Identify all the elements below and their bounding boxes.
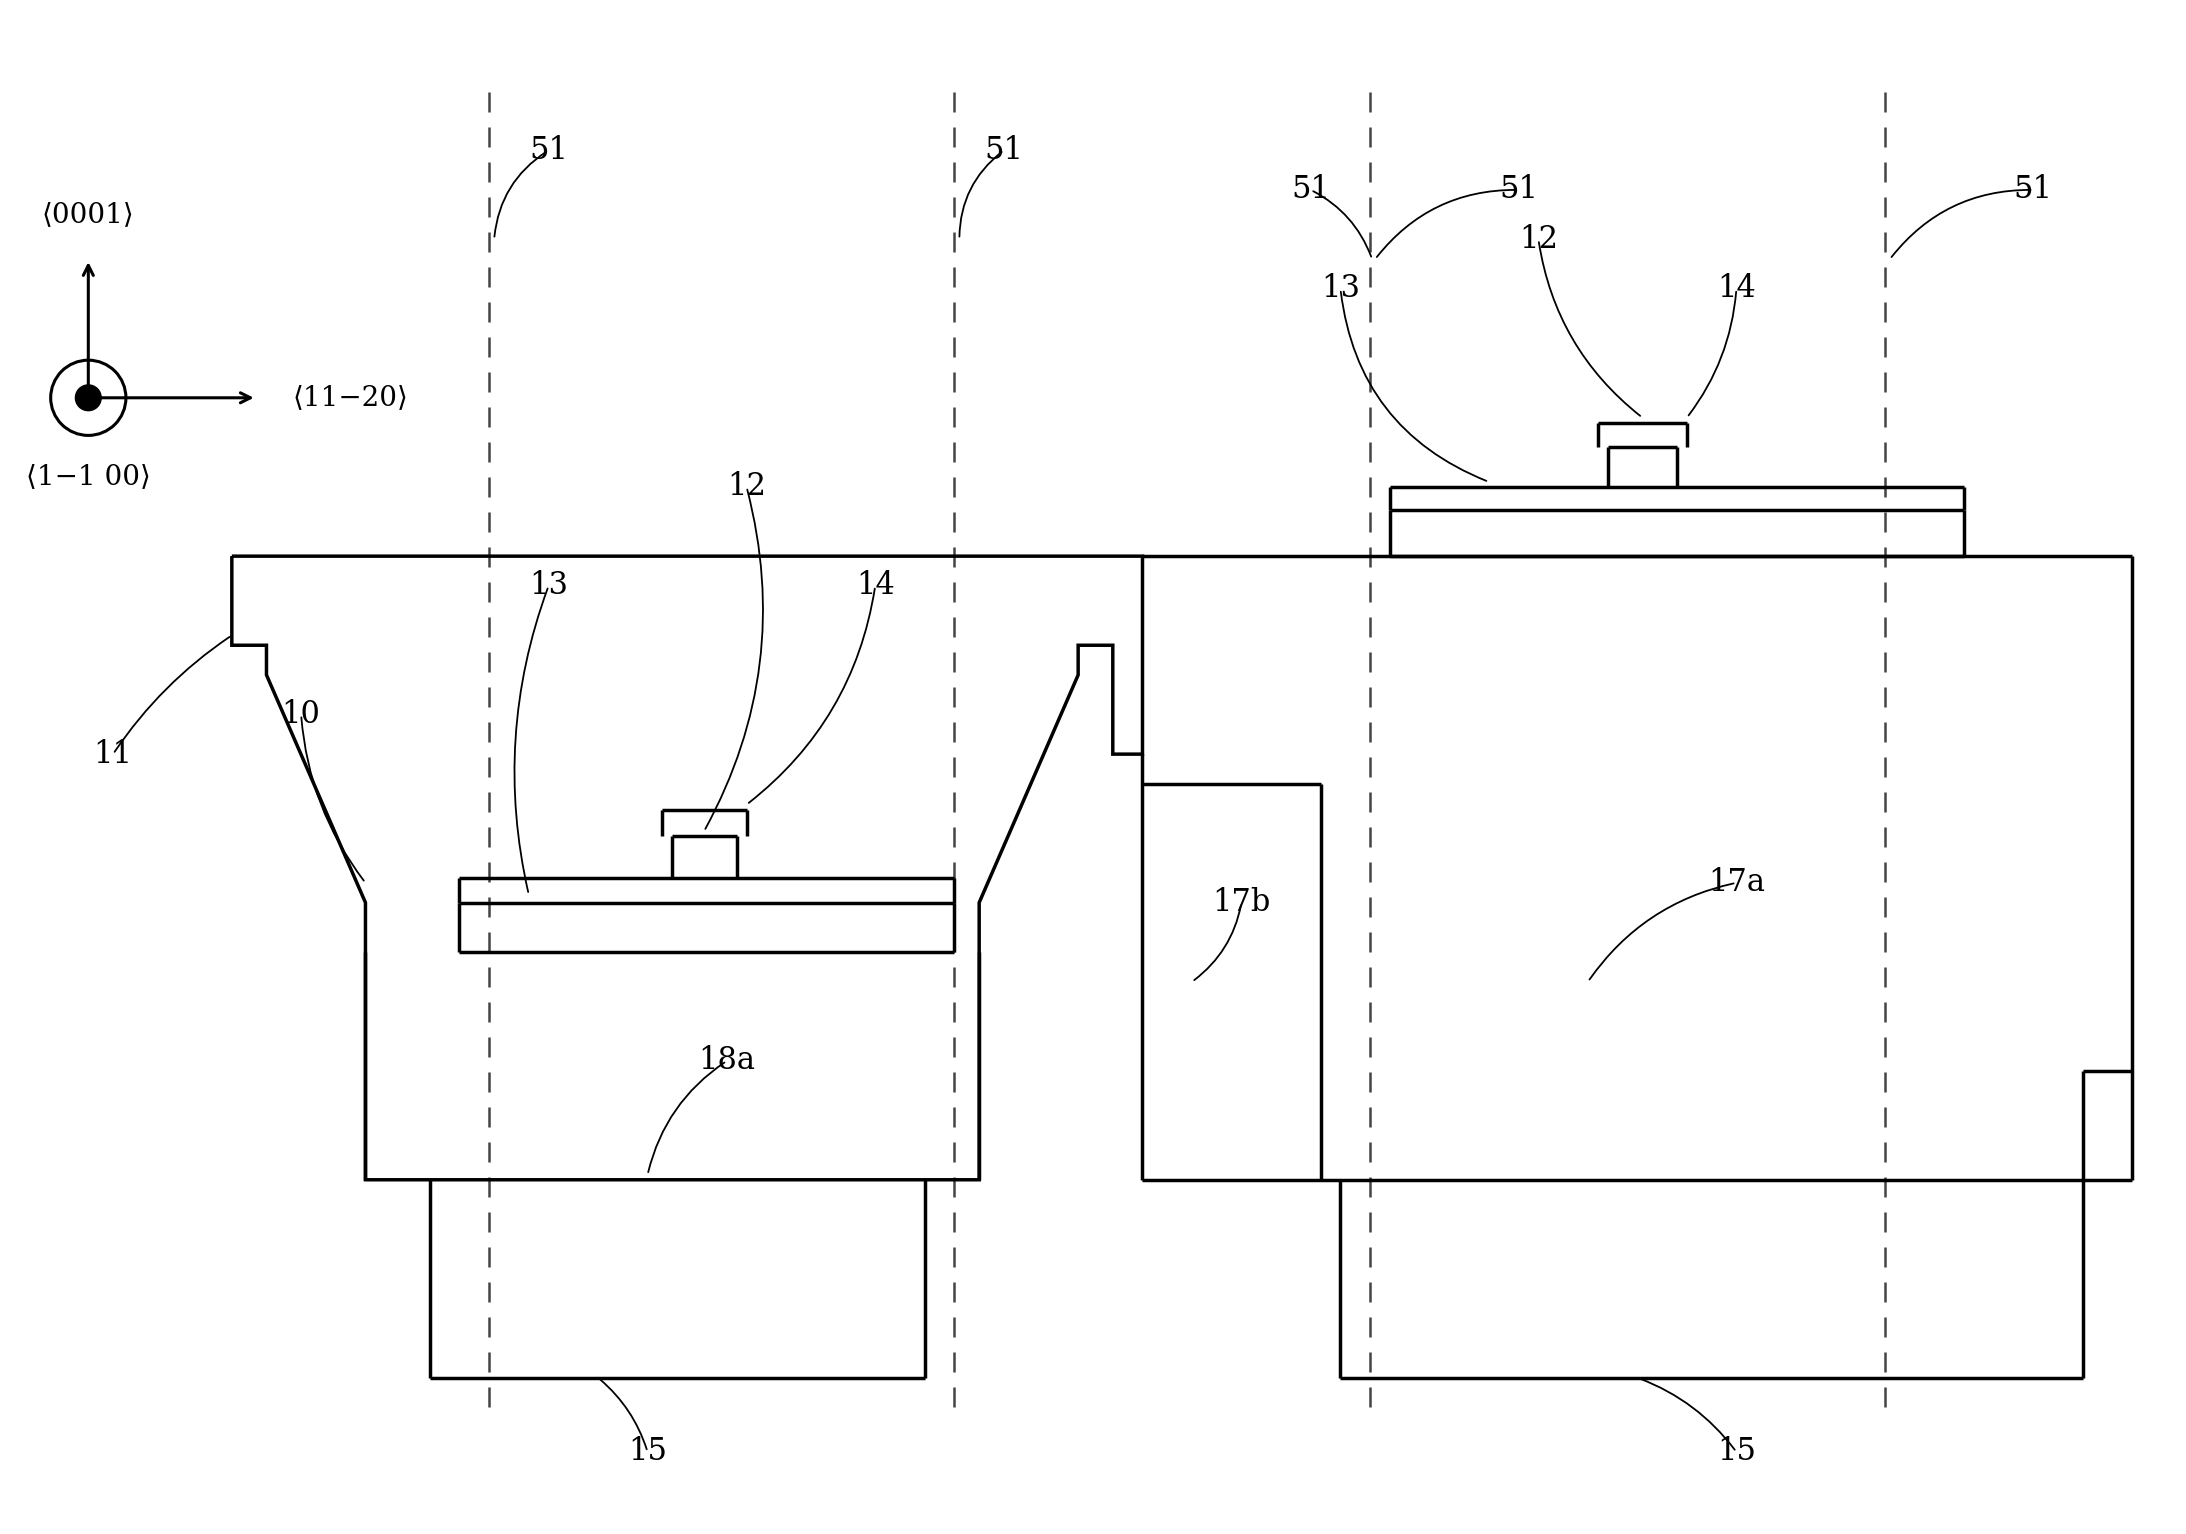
Text: 17a: 17a xyxy=(1707,867,1764,899)
Text: 14: 14 xyxy=(857,571,894,601)
Circle shape xyxy=(77,385,101,411)
Text: ⟨0001⟩: ⟨0001⟩ xyxy=(42,201,136,229)
Text: 15: 15 xyxy=(627,1436,667,1468)
Text: 18a: 18a xyxy=(697,1046,754,1077)
Text: 14: 14 xyxy=(1716,273,1755,304)
Text: 11: 11 xyxy=(94,739,133,770)
Text: 10: 10 xyxy=(282,700,321,730)
Text: 13: 13 xyxy=(1320,273,1360,304)
Text: ⟨1−1 00⟩: ⟨1−1 00⟩ xyxy=(26,463,151,491)
Text: 12: 12 xyxy=(728,471,765,502)
Text: 12: 12 xyxy=(1519,224,1559,255)
Text: 15: 15 xyxy=(1716,1436,1755,1468)
Text: 13: 13 xyxy=(529,571,568,601)
Text: 51: 51 xyxy=(1292,175,1331,206)
Text: 17b: 17b xyxy=(1213,887,1270,919)
Text: 51: 51 xyxy=(2013,175,2053,206)
Text: 51: 51 xyxy=(529,135,568,166)
Text: 51: 51 xyxy=(1500,175,1539,206)
Text: ⟨11−20⟩: ⟨11−20⟩ xyxy=(293,385,409,411)
Text: 51: 51 xyxy=(984,135,1023,166)
